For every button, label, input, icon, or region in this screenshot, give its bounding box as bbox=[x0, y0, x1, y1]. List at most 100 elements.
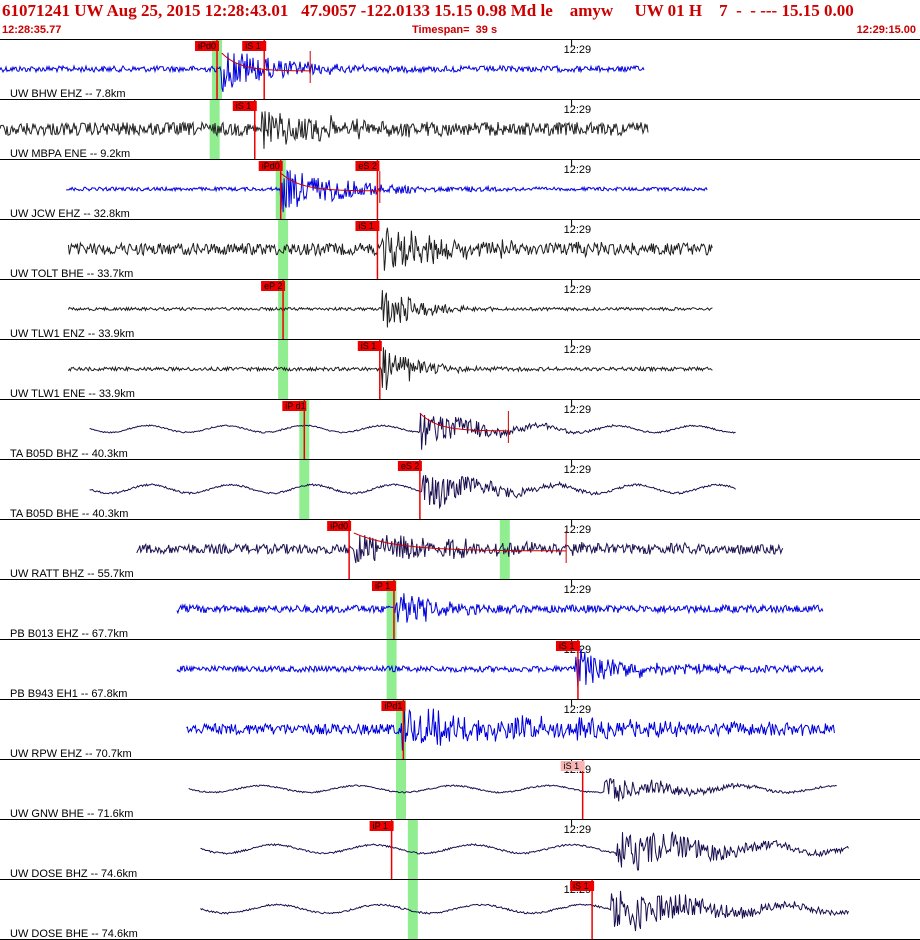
event-title: 61071241 UW Aug 25, 2015 12:28:43.01 47.… bbox=[2, 1, 854, 20]
pick-window-band bbox=[386, 640, 397, 700]
time-tick-label: 12:29 bbox=[564, 704, 592, 716]
trace-label: TA B05D BHZ -- 40.3km bbox=[10, 448, 128, 460]
time-start-label: 12:28:35.77 bbox=[2, 24, 62, 36]
pick-marker[interactable] bbox=[371, 581, 396, 591]
waveform bbox=[200, 831, 849, 871]
time-tick-label: 12:29 bbox=[564, 524, 592, 536]
pick-marker[interactable] bbox=[261, 281, 286, 291]
pick-marker[interactable] bbox=[555, 641, 580, 651]
trace-label: UW TOLT BHE -- 33.7km bbox=[10, 268, 133, 280]
pick-marker[interactable] bbox=[357, 341, 382, 351]
time-tick-label: 12:29 bbox=[564, 164, 592, 176]
pick-marker[interactable] bbox=[381, 701, 406, 711]
pick-marker[interactable] bbox=[570, 881, 595, 891]
header-bar: 61071241 UW Aug 25, 2015 12:28:43.01 47.… bbox=[0, 0, 920, 40]
pick-marker[interactable] bbox=[232, 101, 257, 111]
trace-label: UW DOSE BHE -- 74.6km bbox=[10, 928, 138, 940]
trace-panel: 12:29 iS 1 UW TOLT BHE -- 33.7km bbox=[0, 220, 920, 280]
waveform bbox=[67, 227, 713, 271]
pick-label: iPd1 bbox=[384, 701, 402, 711]
pick-label: iS 1 bbox=[361, 341, 377, 351]
timespan-label: Timespan= 39 s bbox=[412, 24, 498, 36]
waveform bbox=[186, 708, 835, 751]
pick-label: iS 1 bbox=[564, 761, 580, 771]
time-tick-label: 12:29 bbox=[564, 284, 592, 296]
pick-label: iP 1 bbox=[373, 821, 388, 831]
pick-marker[interactable] bbox=[242, 41, 267, 51]
time-end-label: 12:29:15.00 bbox=[856, 24, 916, 36]
pick-label: iPd0 bbox=[262, 161, 280, 171]
time-tick-label: 12:29 bbox=[564, 404, 592, 416]
pick-window-band bbox=[407, 820, 418, 880]
trace-label: PB B013 EHZ -- 67.7km bbox=[10, 628, 128, 640]
waveform bbox=[67, 290, 713, 328]
waveform bbox=[89, 474, 736, 510]
pick-label: iS 1 bbox=[245, 41, 261, 51]
time-tick-label: 12:29 bbox=[564, 824, 592, 836]
time-tick-label: 12:29 bbox=[564, 344, 592, 356]
trace-panel: 12:29 eP 2 UW TLW1 ENZ -- 33.9km bbox=[0, 280, 920, 340]
pick-label: eS 2 bbox=[401, 461, 420, 471]
time-tick-label: 12:29 bbox=[564, 224, 592, 236]
pick-label: iS 1 bbox=[559, 641, 575, 651]
pick-marker[interactable] bbox=[258, 161, 283, 171]
time-tick-label: 12:29 bbox=[564, 464, 592, 476]
coda-fit-curve bbox=[419, 412, 509, 432]
coda-fit-curve bbox=[353, 532, 567, 552]
pick-marker[interactable] bbox=[282, 401, 307, 411]
coda-fit-curve bbox=[221, 52, 311, 72]
trace-label: PB B943 EH1 -- 67.8km bbox=[10, 688, 127, 700]
waveform bbox=[0, 52, 645, 93]
pick-window-band bbox=[407, 880, 418, 940]
trace-panel: 12:29 iP 1 PB B013 EHZ -- 67.7km bbox=[0, 580, 920, 640]
trace-label: UW BHW EHZ -- 7.8km bbox=[10, 88, 126, 100]
pick-marker[interactable] bbox=[195, 41, 220, 51]
trace-label: UW TLW1 ENZ -- 33.9km bbox=[10, 328, 134, 340]
pick-window-band bbox=[299, 460, 310, 520]
trace-panel: 12:29 iPd0 eS 2 UW JCW EHZ -- 32.8km bbox=[0, 160, 920, 220]
pick-label: iP 1 bbox=[375, 581, 390, 591]
waveform bbox=[176, 648, 824, 689]
trace-panel: 12:29 eS 2 TA B05D BHE -- 40.3km bbox=[0, 460, 920, 520]
trace-label: UW DOSE BHZ -- 74.6km bbox=[10, 868, 137, 880]
trace-panel: 12:29 iPd1 UW RPW EHZ -- 70.7km bbox=[0, 700, 920, 760]
waveform bbox=[67, 347, 713, 391]
time-tick-label: 12:29 bbox=[564, 104, 592, 116]
trace-label: UW RPW EHZ -- 70.7km bbox=[10, 748, 132, 760]
pick-marker[interactable] bbox=[355, 221, 380, 231]
pick-label: eP 2 bbox=[264, 281, 282, 291]
trace-label: TA B05D BHE -- 40.3km bbox=[10, 508, 128, 520]
waveform bbox=[176, 593, 824, 623]
trace-panel: 12:29 iP d1 TA B05D BHZ -- 40.3km bbox=[0, 400, 920, 460]
waveform bbox=[66, 169, 708, 213]
pick-label: iP d1 bbox=[285, 401, 305, 411]
coda-fit-curve bbox=[280, 172, 380, 192]
pick-label: iPd0 bbox=[198, 41, 216, 51]
waveform bbox=[89, 413, 736, 450]
trace-label: UW GNW BHE -- 71.6km bbox=[10, 808, 133, 820]
trace-panel: 12:29 iPd0 UW RATT BHZ -- 55.7km bbox=[0, 520, 920, 580]
trace-label: UW RATT BHZ -- 55.7km bbox=[10, 568, 134, 580]
pick-marker[interactable] bbox=[355, 161, 380, 171]
pick-marker[interactable] bbox=[397, 461, 422, 471]
trace-panel: 12:29 iP 1 UW DOSE BHZ -- 74.6km bbox=[0, 820, 920, 880]
pick-label: iPd0 bbox=[330, 521, 348, 531]
pick-marker[interactable] bbox=[560, 761, 585, 771]
time-tick-label: 12:29 bbox=[564, 584, 592, 596]
pick-marker[interactable] bbox=[369, 821, 394, 831]
trace-panel: 12:29 iPd0 iS 1 UW BHW EHZ -- 7.8km bbox=[0, 40, 920, 100]
header-divider bbox=[0, 39, 920, 40]
time-tick-label: 12:29 bbox=[564, 44, 592, 56]
waveform bbox=[136, 534, 784, 564]
seismogram-plot[interactable]: 12:29 iPd0 iS 1 UW BHW EHZ -- 7.8km 12:29 iS … bbox=[0, 40, 920, 940]
pick-marker[interactable] bbox=[327, 521, 352, 531]
pick-window-band bbox=[278, 220, 289, 280]
waveform bbox=[200, 890, 849, 932]
trace-label: UW TLW1 ENE -- 33.9km bbox=[10, 388, 135, 400]
pick-label: iS 1 bbox=[236, 101, 252, 111]
pick-label: iS 1 bbox=[358, 221, 374, 231]
trace-label: UW JCW EHZ -- 32.8km bbox=[10, 208, 130, 220]
trace-panel: 12:29 iS 1 UW MBPA ENE -- 9.2km bbox=[0, 100, 920, 160]
